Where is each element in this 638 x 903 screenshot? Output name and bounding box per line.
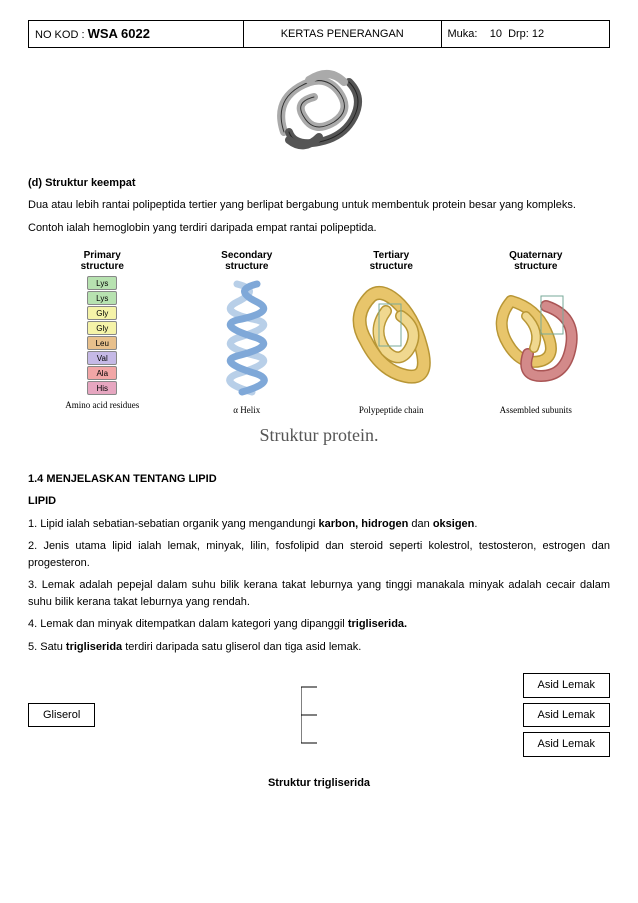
knot-figure [28, 62, 610, 157]
asid-col: Asid Lemak Asid Lemak Asid Lemak [523, 673, 610, 757]
section-d-line1: Dua atau lebih rantai polipeptida tertie… [28, 197, 610, 214]
protein-col-tertiary: Tertiarystructure Polypeptide chain [321, 250, 462, 418]
asid-box: Asid Lemak [523, 703, 610, 728]
col-title: Primarystructure [32, 250, 173, 272]
amino-acid: Val [87, 351, 117, 365]
t: dan [408, 518, 432, 530]
amino-acid: Lys [87, 276, 117, 290]
section-d-title: (d) Struktur keempat [28, 175, 610, 192]
amino-acid: Leu [87, 336, 117, 350]
header-table: NO KOD : WSA 6022 KERTAS PENERANGAN Muka… [28, 20, 610, 48]
t: karbon, hidrogen [319, 518, 409, 530]
tertiary-svg [341, 276, 441, 400]
muka-label: Muka: [448, 28, 478, 40]
t: 5. Satu [28, 641, 66, 653]
knot-svg [264, 62, 374, 157]
col-title: Quaternarystructure [466, 250, 607, 272]
t: . [474, 518, 477, 530]
col-title: Secondarystructure [177, 250, 318, 272]
col-label: Polypeptide chain [321, 404, 462, 418]
t: terdiri daripada satu gliserol dan tiga … [122, 641, 361, 653]
protein-col-primary: Primarystructure LysLysGlyGlyLeuValAlaHi… [32, 250, 173, 418]
protein-col-secondary: Secondarystructure α Helix [177, 250, 318, 418]
header-left: NO KOD : WSA 6022 [29, 21, 244, 48]
nokod-value: WSA 6022 [88, 26, 150, 41]
asid-box: Asid Lemak [523, 732, 610, 757]
trigliserida-diagram: Gliserol Asid Lemak Asid Lemak Asid Lema… [28, 673, 610, 757]
amino-acid-stack: LysLysGlyGlyLeuValAlaHis [32, 276, 173, 395]
amino-acid: His [87, 381, 117, 395]
header-right: Muka: 10 Drp: 12 [441, 21, 610, 48]
amino-acid: Ala [87, 366, 117, 380]
lipid-p2: 2. Jenis utama lipid ialah lemak, minyak… [28, 538, 610, 571]
protein-col-quaternary: Quaternarystructure Assembled subunits [466, 250, 607, 418]
lipid-p3: 3. Lemak adalah pepejal dalam suhu bilik… [28, 577, 610, 610]
col-label: Assembled subunits [466, 404, 607, 418]
col-title: Tertiarystructure [321, 250, 462, 272]
section-d-line2: Contoh ialah hemoglobin yang terdiri dar… [28, 220, 610, 237]
col-label: Amino acid residues [32, 399, 173, 413]
nokod-label: NO KOD : [35, 29, 85, 41]
trig-caption: Struktur trigliserida [28, 775, 610, 792]
lipid-p4: 4. Lemak dan minyak ditempatkan dalam ka… [28, 616, 610, 633]
quaternary-svg [486, 276, 586, 400]
t: 1. Lipid ialah sebatian-sebatian organik… [28, 518, 319, 530]
lipid-p5: 5. Satu trigliserida terdiri daripada sa… [28, 639, 610, 656]
lipid-p1: 1. Lipid ialah sebatian-sebatian organik… [28, 516, 610, 533]
amino-acid: Gly [87, 321, 117, 335]
gliserol-box: Gliserol [28, 703, 95, 728]
amino-acid: Gly [87, 306, 117, 320]
col-label: α Helix [177, 404, 318, 418]
t: 4. Lemak dan minyak ditempatkan dalam ka… [28, 618, 348, 630]
muka-page: 10 [490, 28, 502, 40]
helix-svg [222, 276, 272, 400]
protein-structure-row: Primarystructure LysLysGlyGlyLeuValAlaHi… [32, 250, 606, 418]
muka-drp: Drp: 12 [508, 28, 544, 40]
amino-acid: Lys [87, 291, 117, 305]
trig-connectors [301, 676, 317, 754]
t: trigliserida [66, 641, 122, 653]
protein-caption: Struktur protein. [28, 422, 610, 449]
t: oksigen [433, 518, 475, 530]
lipid-sub: LIPID [28, 493, 610, 510]
t: trigliserida. [348, 618, 407, 630]
lipid-heading: 1.4 MENJELASKAN TENTANG LIPID [28, 471, 610, 488]
header-center: KERTAS PENERANGAN [243, 21, 441, 48]
asid-box: Asid Lemak [523, 673, 610, 698]
